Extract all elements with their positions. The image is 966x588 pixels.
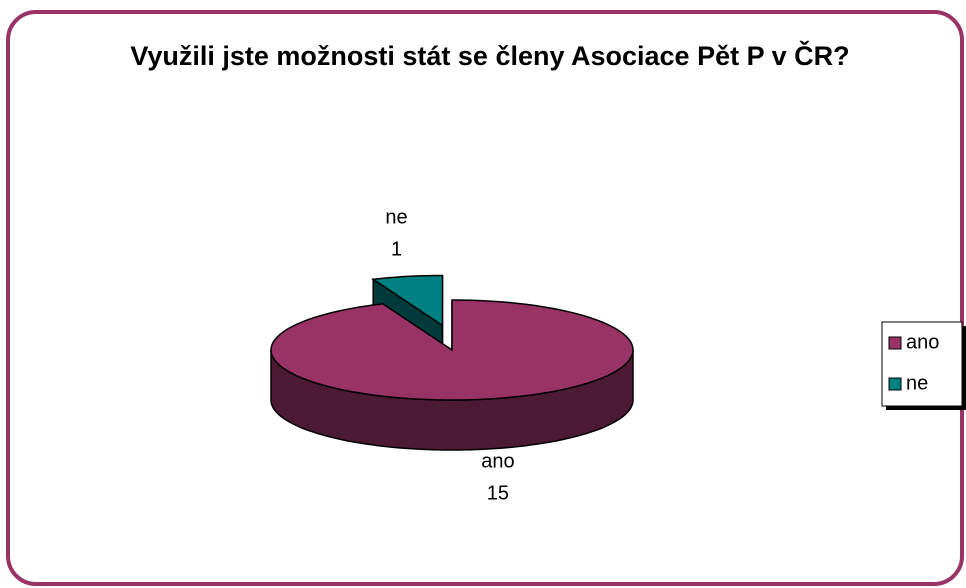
- slice: [371, 274, 444, 327]
- chart-title: Využili jste možnosti stát se členy Asoc…: [130, 41, 850, 71]
- legend-label: ano: [906, 331, 939, 353]
- legend-swatch: [888, 336, 902, 350]
- data-label-name: ano: [481, 451, 514, 473]
- legend-label: ne: [906, 372, 928, 394]
- legend-swatch: [888, 377, 902, 391]
- data-label-value: 1: [391, 238, 402, 260]
- legend: [881, 321, 963, 407]
- slice: [270, 299, 634, 401]
- frame: [6, 10, 964, 586]
- data-label-name: ne: [385, 206, 407, 228]
- data-label-value: 15: [487, 483, 509, 505]
